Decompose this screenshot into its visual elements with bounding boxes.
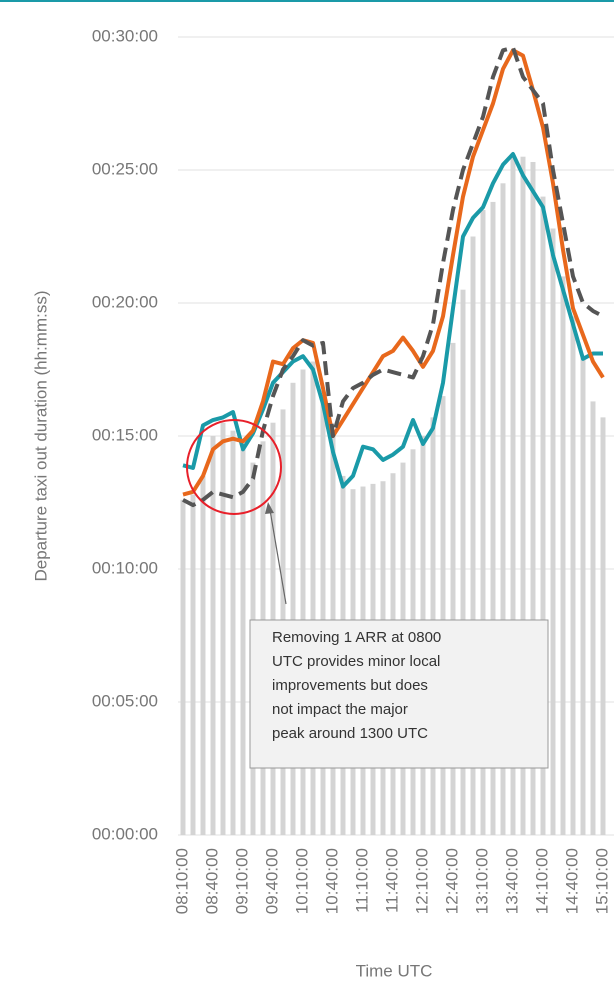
x-tick-label: 12:40:00 (442, 848, 461, 914)
y-tick-label: 00:20:00 (92, 292, 158, 311)
line (182, 45, 604, 508)
bar (180, 499, 186, 835)
annotation-box (249, 619, 549, 769)
bar (580, 356, 586, 835)
bar (240, 449, 246, 835)
line (182, 48, 605, 497)
highlight-circle (186, 419, 282, 515)
bar (320, 396, 326, 835)
y-tick-label: 00:30:00 (92, 26, 158, 45)
annotation-text: UTC provides minor local (272, 653, 440, 670)
bar (530, 162, 536, 835)
bar (550, 228, 556, 835)
x-tick-label: 08:40:00 (202, 848, 221, 914)
bar (590, 401, 596, 835)
bar (300, 369, 306, 835)
x-tick-label: 13:10:00 (472, 848, 491, 914)
y-axis-title: Departure taxi out duration (hh:mm:ss) (31, 290, 50, 581)
bar (460, 289, 466, 835)
y-tick-label: 00:15:00 (92, 425, 158, 444)
bar (600, 417, 606, 835)
bar (290, 382, 296, 835)
x-axis-title: Time UTC (356, 961, 433, 980)
top-border (0, 0, 614, 2)
bar (310, 361, 316, 835)
bar (200, 475, 206, 835)
y-tick-label: 00:00:00 (92, 824, 158, 843)
x-tick-label: 11:40:00 (382, 848, 401, 913)
bar (540, 196, 546, 836)
y-tick-label: 00:05:00 (92, 691, 158, 710)
x-tick-label: 15:10:00 (592, 848, 611, 914)
x-tick-label: 09:10:00 (232, 848, 251, 914)
annotation-text: not impact the major (272, 701, 408, 718)
bar (190, 494, 196, 835)
x-tick-label: 10:10:00 (292, 848, 311, 914)
x-tick-label: 09:40:00 (262, 848, 281, 914)
bar (510, 156, 516, 835)
annotation-text: peak around 1300 UTC (272, 725, 428, 742)
annotation-text: Removing 1 ARR at 0800 (272, 629, 441, 646)
bar (500, 183, 506, 836)
bar (490, 201, 496, 836)
bar (230, 430, 236, 835)
x-tick-label: 11:10:00 (352, 848, 371, 913)
x-tick-label: 13:40:00 (502, 848, 521, 914)
x-tick-label: 14:40:00 (562, 848, 581, 914)
bar (210, 436, 216, 835)
x-tick-label: 14:10:00 (532, 848, 551, 914)
bar (470, 236, 476, 835)
arrow-head (265, 502, 274, 514)
x-tick-label: 12:10:00 (412, 848, 431, 914)
y-tick-label: 00:25:00 (92, 159, 158, 178)
x-tick-label: 08:10:00 (172, 848, 191, 914)
bar (560, 276, 566, 835)
annotation-arrow (269, 509, 287, 605)
y-tick-label: 00:10:00 (92, 558, 158, 577)
annotation-text: improvements but does (272, 677, 428, 694)
bar (440, 396, 446, 835)
x-tick-label: 10:40:00 (322, 848, 341, 914)
bar (480, 209, 486, 835)
bar (220, 422, 226, 835)
bar (450, 342, 456, 835)
bar (570, 316, 576, 835)
bar (520, 156, 526, 835)
